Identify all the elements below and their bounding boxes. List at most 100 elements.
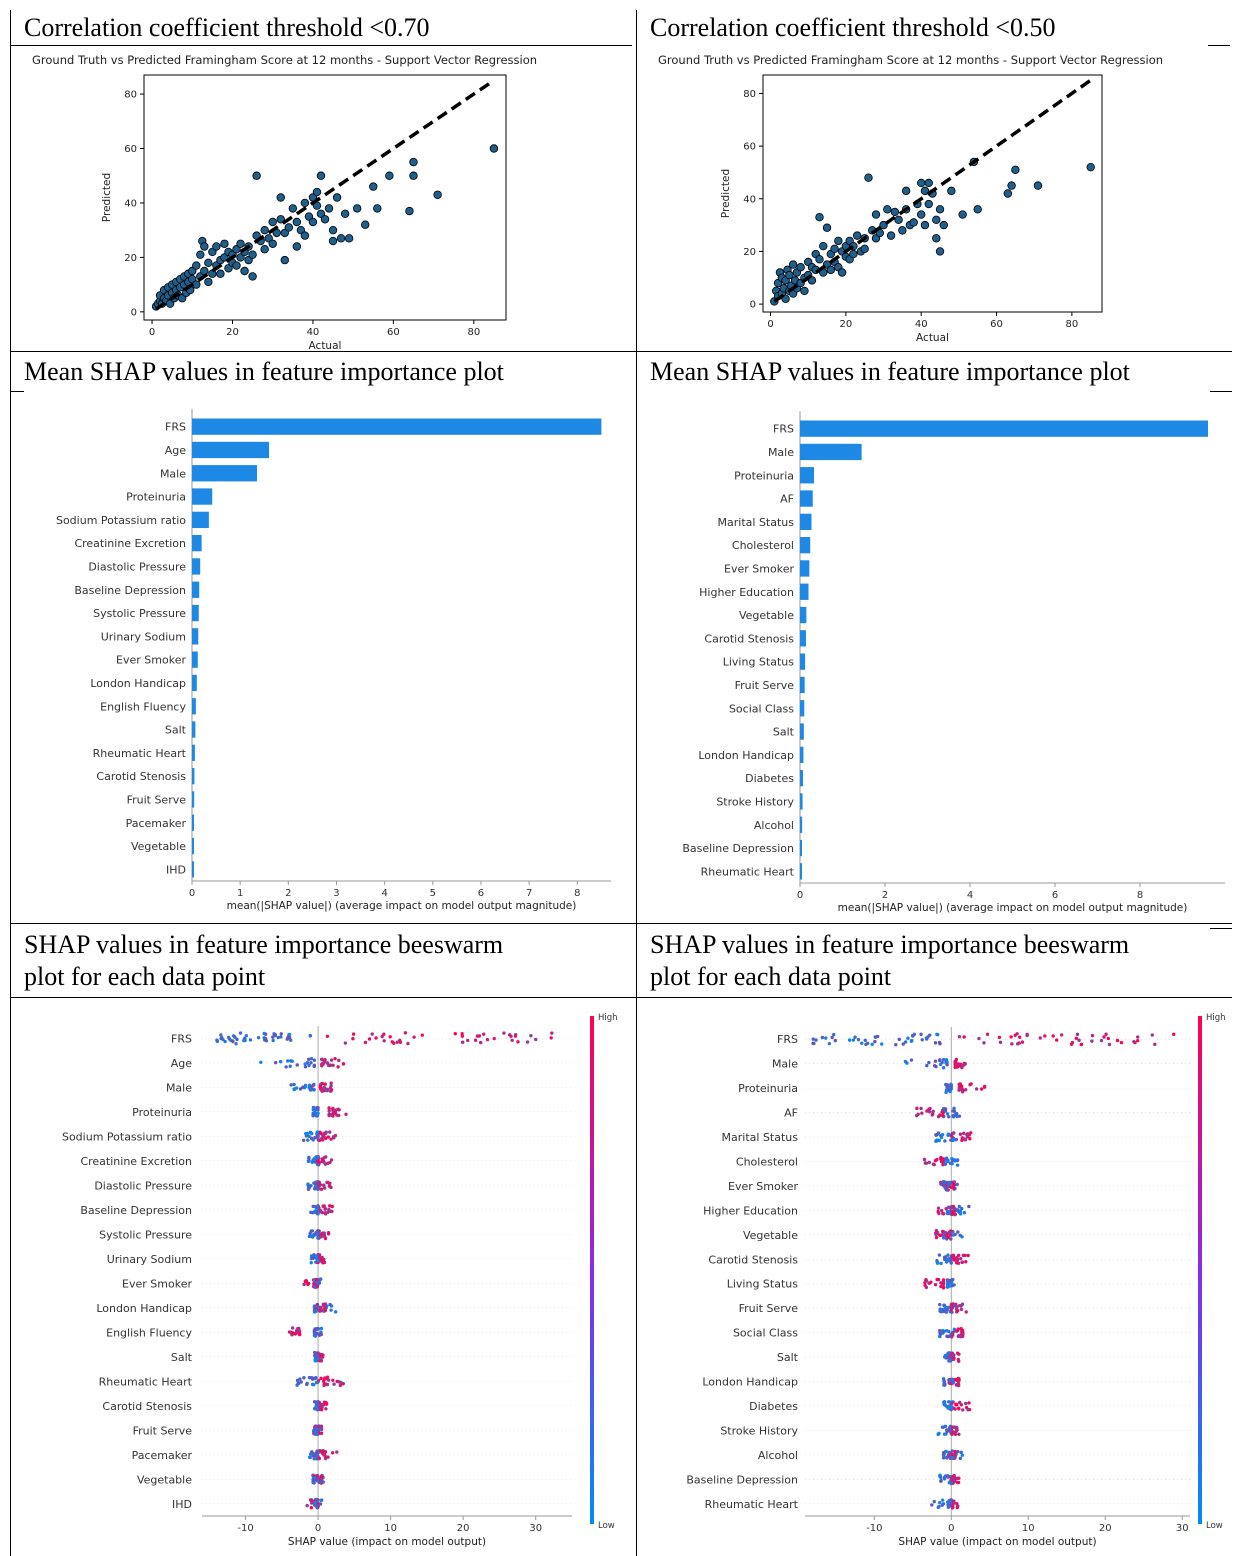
shap-point [1104,1032,1108,1036]
colorbar-low-label: Low [598,1521,615,1531]
shap-point [320,1255,324,1260]
category-label: London Handicap [90,677,186,690]
data-point [864,173,873,182]
colorbar-axis-label: Feature value [1229,1236,1230,1304]
table-border-r1 [10,45,632,46]
x-tick-label: 80 [467,327,480,338]
shap-point [320,1405,324,1409]
x-tick-label: 20 [1099,1523,1112,1534]
shap-point [316,1155,320,1159]
table-border-r2 [10,351,1232,352]
shap-point [960,1260,964,1264]
shap-point [324,1130,328,1134]
shap-point [314,1380,319,1385]
shap-point [943,1305,948,1309]
shap-point [420,1033,425,1037]
feature-label: Ever Smoker [728,1180,798,1193]
table-border-r1b [1208,45,1230,46]
shap-point [947,1379,952,1383]
x-tick-label: 8 [1137,890,1143,901]
shap-point [969,1131,973,1135]
header-r1c2: Correlation coefficient threshold <0.50 [650,13,1056,42]
data-point [204,277,213,287]
shap-point [814,1038,818,1042]
bar [192,674,197,692]
shap-point [525,1040,530,1044]
shap-point [956,1334,960,1339]
feature-label: Salt [171,1351,193,1364]
shap-point [897,1037,901,1042]
x-tick-label: 20 [457,1523,470,1534]
shap-point [312,1333,317,1338]
shap-point [940,1498,945,1502]
shap-point [941,1450,946,1455]
shap-point [309,1261,313,1265]
x-axis-label: mean(|SHAP value|) (average impact on mo… [227,900,577,912]
shap-point [313,1181,317,1186]
shap-point [485,1037,490,1042]
shap-point [1038,1036,1042,1040]
data-point [260,225,269,235]
data-point [837,268,847,277]
shap-point [320,1157,325,1161]
shap-point [937,1211,941,1216]
shap-point [1135,1038,1140,1043]
scatter-chart-070: Ground Truth vs Predicted Framingham Sco… [32,53,537,350]
shap-point [298,1087,303,1091]
data-point [973,205,982,214]
shap-point [942,1380,946,1384]
bar [192,488,213,505]
shap-point [1119,1040,1124,1045]
shap-point [930,1113,934,1117]
data-point [268,239,277,248]
shap-point [316,1258,320,1263]
shap-point [310,1377,315,1381]
shap-point [412,1035,416,1039]
shap-point [295,1063,299,1067]
data-point [352,204,362,213]
shap-point [948,1089,952,1094]
data-point [300,231,310,240]
shap-point [307,1234,312,1239]
shap-point [311,1158,315,1163]
shap-point [312,1330,317,1334]
shap-point [944,1428,949,1432]
shap-point [946,1503,950,1507]
bar-chart-070: FRS Age Male Proteinuria Sodium Potassium ra… [56,409,611,912]
shap-point [235,1037,239,1042]
header-r2c2: Mean SHAP values in feature importance p… [650,357,1130,386]
shap-point [335,1450,339,1454]
bar [192,861,194,878]
shap-point [315,1403,320,1407]
category-label: Cholesterol [732,539,794,552]
shap-point [935,1261,940,1265]
shap-point [956,1480,961,1485]
feature-label: Male [772,1058,798,1071]
shap-point [950,1211,954,1216]
x-tick-label: 6 [1052,890,1058,901]
shap-point [942,1180,946,1184]
data-point [268,217,277,227]
data-point [935,205,945,214]
shap-point [318,1309,322,1313]
shap-point [943,1257,947,1262]
shap-point [314,1426,318,1430]
shap-point [317,1424,321,1428]
shap-point [262,1031,266,1036]
shap-point [312,1457,316,1461]
shap-point [949,1133,954,1138]
shap-point [289,1038,293,1042]
data-point [909,218,918,227]
shap-point [941,1066,946,1070]
shap-point [903,1040,908,1044]
shap-point [326,1135,331,1139]
shap-point [271,1035,275,1039]
shap-point [961,1408,965,1412]
shap-point [323,1236,328,1241]
data-point [883,205,892,214]
bar [192,744,195,762]
y-tick-label: 0 [750,300,756,311]
shap-point [961,1331,965,1335]
x-tick-label: 60 [387,327,400,338]
shap-point [271,1038,275,1043]
